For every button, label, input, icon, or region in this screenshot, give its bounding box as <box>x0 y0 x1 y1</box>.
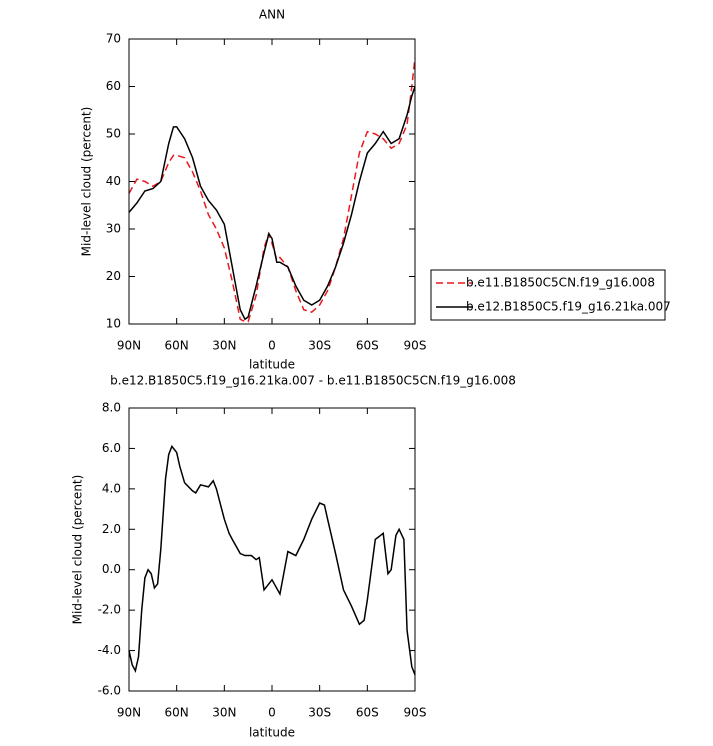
x-tick-label: 60N <box>165 339 189 353</box>
y-tick-label: 70 <box>106 32 121 46</box>
chart-title: ANN <box>259 8 285 22</box>
y-tick-label: -4.0 <box>98 643 121 657</box>
data-line <box>128 86 416 321</box>
y-tick-label: -6.0 <box>98 684 121 698</box>
x-tick-label: 30S <box>308 706 331 720</box>
plot-frame <box>128 407 416 692</box>
x-tick-label: 90N <box>117 706 141 720</box>
x-tick-label: 30S <box>308 339 331 353</box>
y-tick-label: 2.0 <box>102 522 121 536</box>
y-tick-label: 4.0 <box>102 481 121 495</box>
y-axis-label: Mid-level cloud (percent) <box>80 107 94 257</box>
y-tick-label: 30 <box>106 222 121 236</box>
x-tick-label: 30N <box>212 339 236 353</box>
y-tick-label: 60 <box>106 79 121 93</box>
y-tick-label: 6.0 <box>102 441 121 455</box>
y-tick-label: -2.0 <box>98 603 121 617</box>
x-tick-label: 90N <box>117 339 141 353</box>
y-axis-label: Mid-level cloud (percent) <box>71 475 85 625</box>
x-tick-label: 60S <box>356 706 379 720</box>
data-line <box>128 444 416 676</box>
legend-box <box>430 269 666 321</box>
x-tick-label: 0 <box>268 706 276 720</box>
x-tick-label: 30N <box>212 706 236 720</box>
x-tick-label: 0 <box>268 339 276 353</box>
chart-title: b.e12.B1850C5.f19_g16.21ka.007 - b.e11.B… <box>110 374 516 388</box>
x-tick-label: 60N <box>165 706 189 720</box>
x-tick-label: 90S <box>404 706 427 720</box>
y-tick-label: 50 <box>106 127 121 141</box>
plot-frame <box>128 38 416 325</box>
legend-label: b.e12.B1850C5.f19_g16.21ka.007 <box>466 300 671 314</box>
data-line <box>128 57 416 323</box>
legend-label: b.e11.B1850C5CN.f19_g16.008 <box>466 276 655 290</box>
y-tick-label: 8.0 <box>102 401 121 415</box>
x-axis-label: latitude <box>249 726 295 740</box>
x-axis-label: latitude <box>249 358 295 372</box>
y-tick-label: 20 <box>106 269 121 283</box>
x-tick-label: 60S <box>356 339 379 353</box>
y-tick-label: 0.0 <box>102 562 121 576</box>
y-tick-label: 10 <box>106 317 121 331</box>
y-tick-label: 40 <box>106 174 121 188</box>
x-tick-label: 90S <box>404 339 427 353</box>
